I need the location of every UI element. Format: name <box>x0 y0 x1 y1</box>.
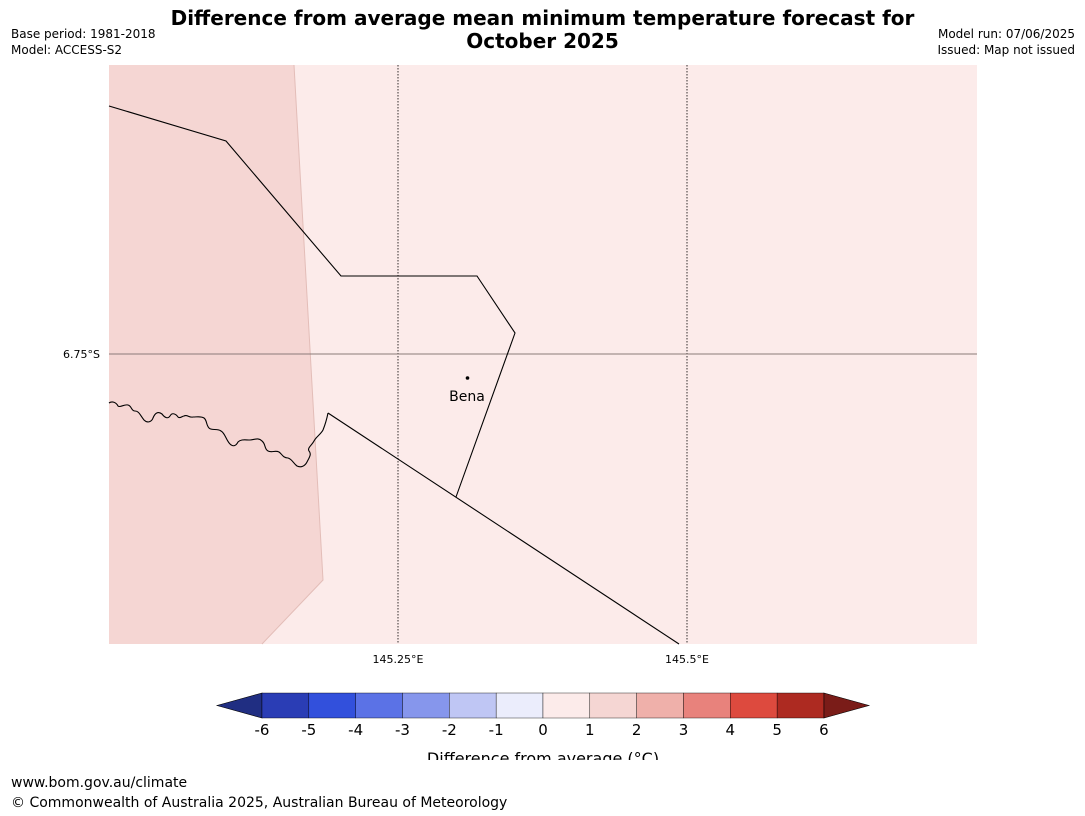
longitude-label-145-25: 145.25°E <box>373 653 424 666</box>
colorbar-tick-label: 1 <box>585 721 595 739</box>
colorbar-segment <box>355 692 403 719</box>
colorbar-tick-label: 2 <box>632 721 642 739</box>
colorbar-segment <box>683 692 731 719</box>
footer-url: www.bom.gov.au/climate <box>11 775 188 791</box>
colorbar-label: Difference from average (°C) <box>427 749 659 760</box>
colorbar-tick-label: 6 <box>819 721 829 739</box>
colorbar-tick-label: -6 <box>255 721 270 739</box>
colorbar-tick-label: 3 <box>679 721 689 739</box>
model-run-text: Model run: 07/06/2025 <box>937 27 1075 41</box>
province-boundary-north <box>108 105 516 498</box>
province-boundary-south <box>327 412 680 645</box>
colorbar-tick-label: 4 <box>726 721 736 739</box>
anomaly-zone-edge <box>261 64 324 645</box>
colorbar-segment <box>776 692 825 719</box>
run-info: Model run: 07/06/2025 Issued: Map not is… <box>937 26 1075 58</box>
colorbar-legend: -6 -5 -4 -3 -2 -1 0 1 2 3 4 5 6 <box>215 692 871 739</box>
coastline-river <box>108 401 329 468</box>
colorbar-segment <box>730 692 778 719</box>
map-title-line-2: October 2025 <box>466 29 619 53</box>
town-label-bena: Bena <box>449 389 485 405</box>
longitude-label-145-5: 145.5°E <box>665 653 709 666</box>
colorbar-segment <box>636 692 684 719</box>
colorbar-tick-label: 5 <box>772 721 782 739</box>
colorbar-segment <box>495 692 544 719</box>
colorbar-tick-label: -1 <box>489 721 504 739</box>
base-period-text: Base period: 1981-2018 <box>11 27 156 41</box>
forecast-map: Bena 6.75°S 145.25°E 145.5°E -6 -5 -4 -3 -2-… <box>63 64 977 760</box>
model-info: Base period: 1981-2018 Model: ACCESS-S2 <box>11 26 156 58</box>
latitude-label: 6.75°S <box>63 348 100 361</box>
colorbar-segment <box>449 692 497 719</box>
issued-text: Issued: Map not issued <box>937 43 1075 57</box>
map-title-line-1: Difference from average mean minimum tem… <box>170 6 915 30</box>
colorbar-tick-label: 0 <box>538 721 548 739</box>
colorbar-tick-label: -2 <box>442 721 457 739</box>
map-title: Difference from average mean minimum tem… <box>160 7 925 53</box>
colorbar-segment <box>308 692 356 719</box>
colorbar-segment <box>402 692 450 719</box>
town-marker <box>465 376 470 380</box>
colorbar-tick-label: -5 <box>301 721 316 739</box>
colorbar-tick-label: -3 <box>395 721 410 739</box>
colorbar-extension-high <box>823 692 871 719</box>
colorbar-segment <box>261 692 310 719</box>
footer-copyright: © Commonwealth of Australia 2025, Austra… <box>11 795 508 811</box>
colorbar-tick-label: -4 <box>348 721 363 739</box>
colorbar-segment <box>589 692 637 719</box>
colorbar-extension-low <box>215 692 263 719</box>
colorbar-segment <box>542 692 591 719</box>
model-name-text: Model: ACCESS-S2 <box>11 43 123 57</box>
